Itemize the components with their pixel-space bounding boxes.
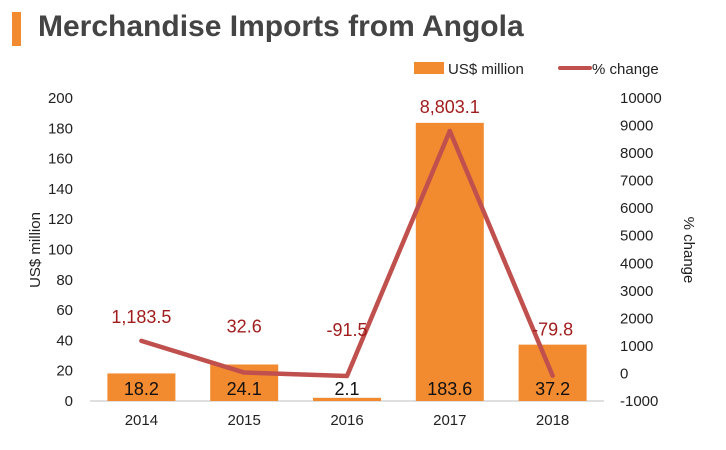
bar bbox=[415, 122, 484, 401]
line-point bbox=[447, 128, 452, 133]
y-tick-label: 60 bbox=[56, 302, 73, 319]
line-data-label: 32.6 bbox=[227, 317, 262, 337]
y-tick-label: 120 bbox=[48, 211, 73, 228]
y2-tick-label: 4000 bbox=[620, 255, 653, 272]
bar-data-label: 183.6 bbox=[427, 379, 472, 399]
legend-label-usd: US$ million bbox=[448, 61, 524, 78]
y-tick-label: 20 bbox=[56, 363, 73, 380]
y2-tick-label: 5000 bbox=[620, 228, 653, 245]
line-point bbox=[345, 373, 349, 378]
y-tick-label: 40 bbox=[56, 332, 73, 349]
line-point bbox=[242, 370, 247, 375]
y2-tick-label: 6000 bbox=[620, 200, 653, 217]
title-accent-bar bbox=[12, 12, 21, 46]
line-data-label: -91.5 bbox=[326, 320, 367, 340]
bar-data-label: 24.1 bbox=[227, 379, 262, 399]
bar bbox=[107, 373, 176, 401]
y-axis-ticks: 0 20 40 60 80 100 120 140 160 180 200 bbox=[48, 90, 73, 410]
line-series bbox=[139, 128, 555, 379]
y-axis-title: US$ million bbox=[27, 212, 44, 288]
bar-data-labels: 18.2 24.1 2.1 183.6 37.2 bbox=[124, 379, 570, 399]
x-tick-label: 2015 bbox=[228, 412, 261, 429]
y-tick-label: 80 bbox=[56, 272, 73, 289]
line-point bbox=[139, 338, 144, 343]
y2-tick-label: 0 bbox=[620, 365, 628, 382]
y-tick-label: 180 bbox=[48, 120, 73, 137]
bar bbox=[313, 397, 381, 401]
y2-axis-ticks: -1000 0 1000 2000 3000 4000 5000 6000 7000 8000 90… bbox=[620, 90, 662, 410]
x-axis-ticks: 2014 2015 2016 2017 2018 bbox=[125, 412, 570, 429]
y2-tick-label: 7000 bbox=[620, 173, 653, 190]
x-tick-label: 2018 bbox=[536, 412, 569, 429]
line-point bbox=[550, 373, 555, 378]
y-tick-label: 0 bbox=[65, 393, 73, 410]
y-tick-label: 100 bbox=[48, 242, 73, 259]
y2-tick-label: 3000 bbox=[620, 283, 653, 300]
x-tick-label: 2017 bbox=[433, 412, 466, 429]
line-data-labels: 1,183.5 32.6 -91.5 8,803.1 -79.8 bbox=[111, 97, 573, 340]
y2-tick-label: 9000 bbox=[620, 118, 653, 135]
line-data-label: 1,183.5 bbox=[111, 307, 171, 327]
y-tick-label: 160 bbox=[48, 151, 73, 168]
y2-tick-label: 2000 bbox=[620, 310, 653, 327]
y2-tick-label: -1000 bbox=[620, 393, 658, 410]
y2-axis-title: % change bbox=[680, 217, 697, 284]
y-tick-label: 200 bbox=[48, 90, 73, 107]
line-data-label: -79.8 bbox=[532, 320, 573, 340]
y-tick-label: 140 bbox=[48, 181, 73, 198]
bar-series bbox=[107, 122, 587, 401]
legend-label-pct: % change bbox=[592, 61, 659, 78]
legend-swatch-usd bbox=[414, 62, 444, 74]
x-tick-label: 2014 bbox=[125, 412, 158, 429]
bar-data-label: 18.2 bbox=[124, 379, 159, 399]
bar-data-label: 37.2 bbox=[535, 379, 570, 399]
x-tick-label: 2016 bbox=[330, 412, 363, 429]
y2-tick-label: 1000 bbox=[620, 338, 653, 355]
chart-title: Merchandise Imports from Angola bbox=[38, 10, 524, 43]
y2-tick-label: 8000 bbox=[620, 145, 653, 162]
y2-tick-label: 10000 bbox=[620, 90, 662, 107]
legend: US$ million % change bbox=[414, 61, 659, 78]
line-data-label: 8,803.1 bbox=[420, 97, 480, 117]
bar-data-label: 2.1 bbox=[334, 379, 359, 399]
